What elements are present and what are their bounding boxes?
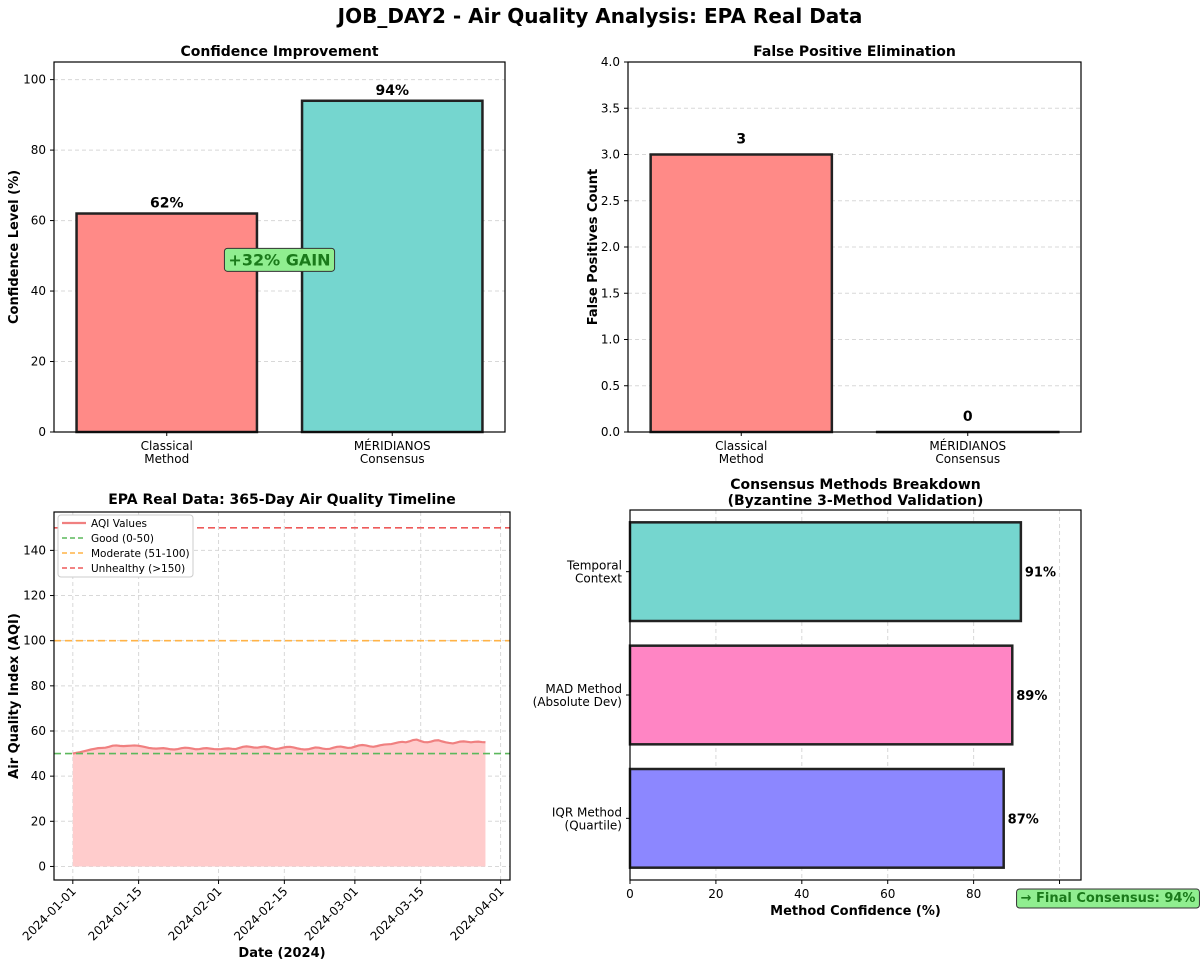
bar-value-label: 91%	[1025, 566, 1056, 581]
x-tick-label: MÉRIDIANOS Consensus	[929, 438, 1006, 466]
y-tick-label: MAD Method (Absolute Dev)	[533, 682, 622, 709]
y-tick-label: 100	[23, 634, 46, 648]
bar	[75, 212, 259, 434]
aqi-line	[72, 738, 486, 755]
bar	[649, 153, 834, 434]
x-tick-label: 2024-02-15	[231, 884, 290, 943]
chart-title: Consensus Methods Breakdown (Byzantine 3-…	[728, 477, 984, 509]
y-tick-label: 0.0	[601, 425, 620, 439]
bar-value-label: 3	[736, 132, 746, 148]
bar-value-label: 0	[963, 409, 973, 425]
bar-value-label: 87%	[1008, 812, 1039, 827]
y-tick-label: 80	[31, 679, 46, 693]
bar	[628, 767, 1005, 869]
y-tick-label: 80	[31, 143, 46, 157]
x-tick-label: 2024-02-01	[165, 884, 224, 943]
plot-frame	[629, 509, 1082, 881]
plot-frame	[627, 61, 1082, 433]
legend-label: Good (0-50)	[91, 533, 154, 545]
bar	[628, 521, 1023, 623]
y-axis-label: False Positives Count	[586, 169, 601, 326]
x-tick-label: Classical Method	[715, 439, 767, 466]
x-tick-label: 20	[708, 887, 723, 901]
y-tick-label: 2.0	[601, 240, 620, 254]
y-tick-label: 120	[23, 589, 46, 603]
x-tick-label: Classical Method	[141, 439, 193, 466]
y-tick-label: 0.5	[601, 379, 620, 393]
y-tick-label: 40	[31, 284, 46, 298]
y-axis-label: Air Quality Index (AQI)	[7, 613, 22, 779]
y-tick-label: 20	[31, 814, 46, 828]
x-tick-label: 2024-01-15	[86, 884, 145, 943]
y-tick-label: IQR Method (Quartile)	[552, 805, 622, 832]
x-tick-label: 80	[966, 887, 981, 901]
y-tick-label: 0	[38, 859, 46, 873]
y-tick-label: 60	[31, 724, 46, 738]
y-axis-label: Confidence Level (%)	[7, 170, 22, 324]
x-tick-label: 0	[626, 887, 634, 901]
figure-title: JOB_DAY2 - Air Quality Analysis: EPA Rea…	[336, 4, 863, 28]
gain-annotation-box	[223, 247, 336, 272]
y-tick-label: Temporal Context	[566, 559, 622, 586]
aqi-timeline-chart: EPA Real Data: 365-Day Air Quality Timel…	[7, 492, 511, 961]
y-tick-label: 1.5	[601, 286, 620, 300]
final-consensus-box	[1016, 888, 1200, 909]
y-tick-label: 100	[23, 73, 46, 87]
y-tick-label: 2.5	[601, 194, 620, 208]
y-tick-label: 40	[31, 769, 46, 783]
y-tick-label: 3.5	[601, 101, 620, 115]
x-axis-label: Method Confidence (%)	[770, 904, 941, 919]
bar	[628, 644, 1014, 746]
y-tick-label: 60	[31, 214, 46, 228]
legend-label: Unhealthy (>150)	[91, 563, 185, 575]
legend-box	[57, 514, 194, 578]
bar-value-label: 89%	[1016, 689, 1047, 704]
chart-title: False Positive Elimination	[753, 44, 956, 60]
aqi-area-fill	[72, 739, 486, 867]
y-tick-label: 20	[31, 355, 46, 369]
y-tick-label: 3.0	[601, 148, 620, 162]
gain-annotation: +32% GAIN	[228, 250, 330, 269]
plot-frame	[53, 511, 511, 881]
y-tick-label: 1.0	[601, 333, 620, 347]
x-tick-label: 2024-04-01	[447, 884, 506, 943]
y-tick-label: 140	[23, 543, 46, 557]
x-tick-label: 2024-01-01	[20, 884, 79, 943]
bar-value-label: 62%	[150, 196, 184, 212]
final-consensus-annotation: → Final Consensus: 94%	[1021, 891, 1196, 906]
plot-frame	[53, 61, 506, 433]
confidence-improvement-chart: Confidence Improvement 0 20 40 60 80 100 62% Cla…	[7, 44, 506, 466]
x-tick-label: 40	[794, 887, 809, 901]
legend-label: Moderate (51-100)	[91, 548, 190, 560]
chart-title: Confidence Improvement	[180, 44, 378, 60]
bar-value-label: 94%	[375, 83, 409, 99]
chart-title: EPA Real Data: 365-Day Air Quality Timel…	[108, 492, 456, 508]
consensus-methods-chart: Consensus Methods Breakdown (Byzantine 3-…	[533, 477, 1200, 919]
y-tick-label: 4.0	[601, 55, 620, 69]
y-tick-label: 0	[38, 425, 46, 439]
legend-label: AQI Values	[91, 518, 147, 530]
x-tick-label: 60	[880, 887, 895, 901]
legend: AQI Values Good (0-50) Moderate (51-100) Un…	[57, 514, 194, 578]
false-positive-chart: False Positive Elimination 0.0 0.5 1.0 1.5 2.…	[586, 44, 1082, 466]
x-tick-label: 2024-03-01	[302, 884, 361, 943]
x-axis-label: Date (2024)	[238, 946, 325, 961]
x-tick-label: MÉRIDIANOS Consensus	[354, 438, 431, 466]
x-tick-label: 2024-03-15	[368, 884, 427, 943]
